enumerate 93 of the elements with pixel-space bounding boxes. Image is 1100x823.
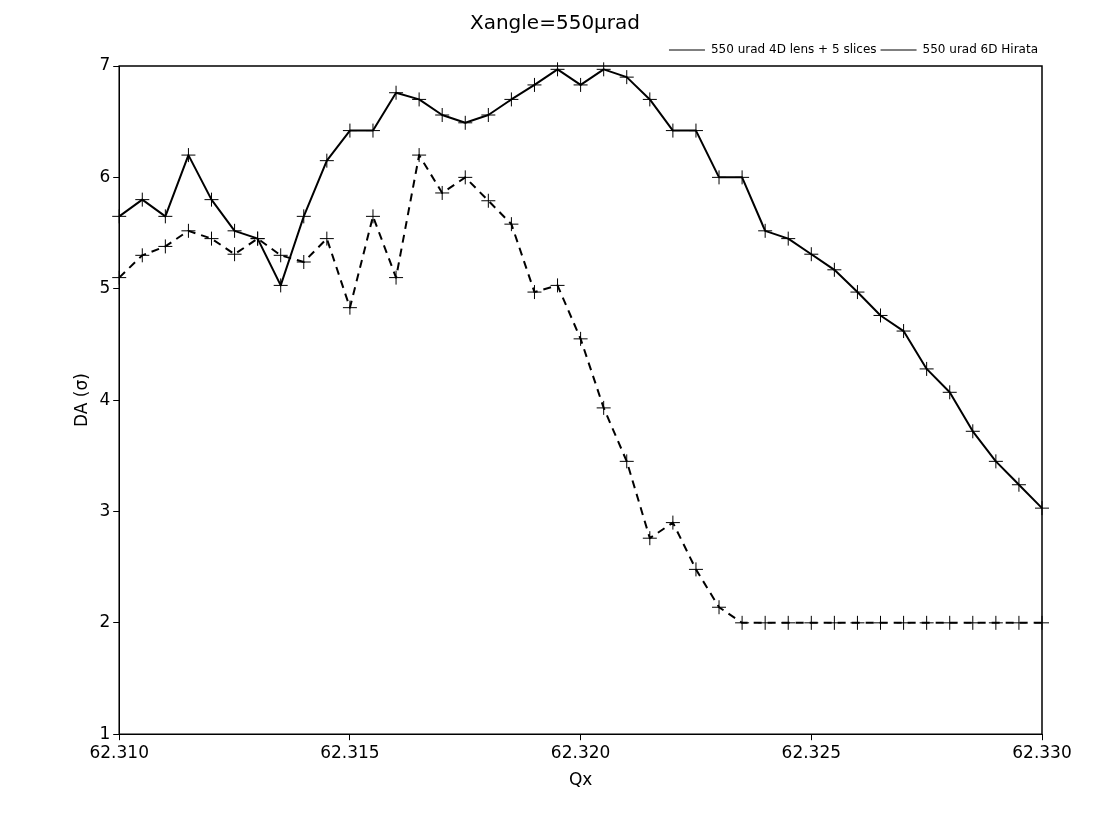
point (988, 615, 1004, 631)
point (319, 153, 335, 169)
point (734, 169, 750, 185)
point (619, 453, 635, 469)
point (480, 107, 496, 123)
point (365, 123, 381, 139)
point (642, 530, 658, 546)
point (573, 77, 589, 93)
point (711, 599, 727, 615)
point (157, 238, 173, 254)
y-tick-label: 3 (99, 499, 111, 520)
point (480, 193, 496, 209)
point (526, 77, 542, 93)
point (965, 615, 981, 631)
point (757, 223, 773, 239)
x-tick-label: 62.310 (89, 741, 149, 762)
point (203, 192, 219, 208)
point (919, 615, 935, 631)
point (896, 323, 912, 339)
point (550, 61, 566, 77)
point (942, 384, 958, 400)
point (180, 147, 196, 163)
point (803, 246, 819, 262)
point (180, 223, 196, 239)
y-tick-label: 2 (99, 611, 111, 632)
point (503, 91, 519, 107)
x-tick-label: 62.315 (320, 741, 380, 762)
x-tick-label: 62.330 (1012, 741, 1072, 762)
point (919, 361, 935, 377)
point (157, 208, 173, 224)
point (411, 91, 427, 107)
y-tick-label: 6 (99, 165, 111, 186)
point (596, 400, 612, 416)
point (296, 208, 312, 224)
point (711, 169, 727, 185)
point (596, 61, 612, 77)
point (227, 246, 243, 262)
point (826, 615, 842, 631)
point (642, 91, 658, 107)
point (826, 262, 842, 278)
point (388, 85, 404, 101)
point (665, 123, 681, 139)
x-axis-title: Qx (568, 769, 593, 790)
point (1011, 477, 1027, 493)
x-tick-label: 62.325 (781, 741, 842, 762)
x-tick-label: 62.320 (550, 741, 611, 762)
point (550, 277, 566, 293)
chart-title: Xangle=550μrad (469, 10, 641, 35)
point (503, 216, 519, 232)
point (849, 284, 865, 300)
point (434, 185, 450, 201)
legend-label: 550 urad 4D lens + 5 slices (710, 42, 877, 57)
point (434, 107, 450, 123)
point (203, 231, 219, 247)
y-tick-label: 5 (99, 277, 111, 298)
point (342, 123, 358, 139)
point (319, 231, 335, 247)
point (227, 223, 243, 239)
point (342, 300, 358, 316)
point (780, 231, 796, 247)
point (411, 147, 427, 163)
y-tick-label: 7 (99, 54, 111, 75)
point (273, 277, 289, 293)
point (273, 247, 289, 263)
point (457, 115, 473, 131)
point (896, 615, 912, 631)
point (526, 284, 542, 300)
point (665, 515, 681, 531)
point (388, 270, 404, 286)
point (873, 615, 889, 631)
point (134, 192, 150, 208)
point (365, 208, 381, 224)
point (573, 331, 589, 347)
point (1011, 615, 1027, 631)
point (803, 615, 819, 631)
point (757, 615, 773, 631)
point (688, 561, 704, 577)
point (134, 247, 150, 263)
point (965, 423, 981, 439)
point (457, 169, 473, 185)
point (849, 615, 865, 631)
point (873, 307, 889, 323)
y-tick-label: 4 (99, 388, 111, 409)
y-tick-label: 1 (99, 722, 111, 743)
legend-label: 550 urad 6D Hirata (922, 42, 1038, 57)
point (734, 615, 750, 631)
point (780, 615, 796, 631)
point (688, 123, 704, 139)
point (296, 254, 312, 270)
point (942, 615, 958, 631)
point (619, 69, 635, 85)
point (988, 453, 1004, 469)
y-axis-title: DA (σ) (70, 373, 91, 428)
